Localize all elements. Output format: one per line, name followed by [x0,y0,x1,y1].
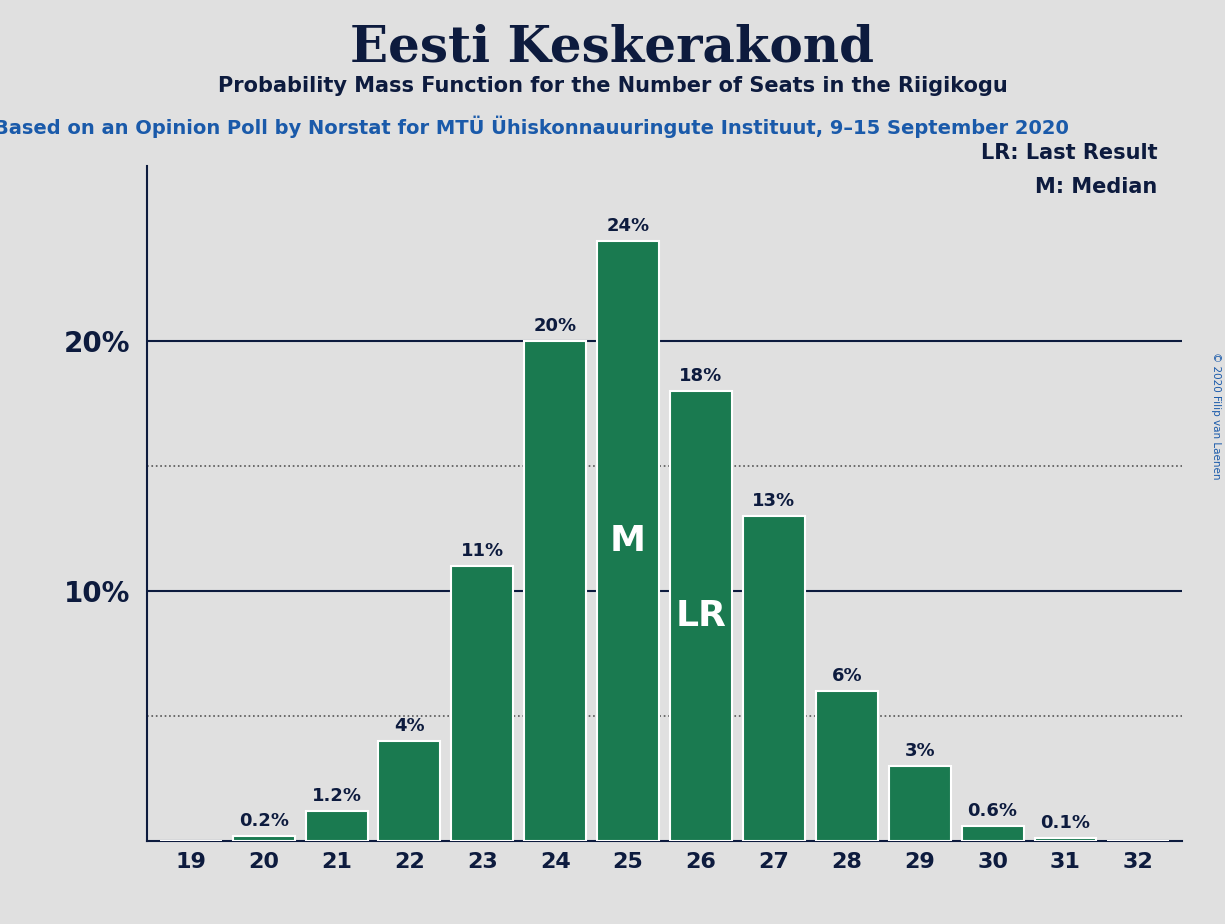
Text: Probability Mass Function for the Number of Seats in the Riigikogu: Probability Mass Function for the Number… [218,76,1007,96]
Text: 0.1%: 0.1% [1040,814,1090,833]
Text: M: M [610,524,646,558]
Bar [305,811,367,841]
Text: 13%: 13% [752,492,795,510]
Bar [962,826,1024,841]
Bar [670,391,733,841]
Text: LR: Last Result: LR: Last Result [981,143,1158,164]
Bar [742,517,805,841]
Bar [524,341,587,841]
Text: 0.2%: 0.2% [239,811,289,830]
Text: 18%: 18% [680,367,723,385]
Text: Based on an Opinion Poll by Norstat for MTÜ Ühiskonnauuringute Instituut, 9–15 S: Based on an Opinion Poll by Norstat for … [0,116,1068,138]
Bar [1034,838,1096,841]
Text: 0.6%: 0.6% [968,802,1018,820]
Text: 20%: 20% [534,317,577,335]
Text: Eesti Keskerakond: Eesti Keskerakond [350,23,875,72]
Text: © 2020 Filip van Laenen: © 2020 Filip van Laenen [1212,352,1221,480]
Bar [451,566,513,841]
Text: 6%: 6% [832,667,862,685]
Bar [597,241,659,841]
Text: LR: LR [675,599,726,633]
Text: 11%: 11% [461,541,503,560]
Bar [379,741,441,841]
Text: 1.2%: 1.2% [311,786,361,805]
Text: 24%: 24% [606,217,649,235]
Text: 4%: 4% [394,717,425,735]
Bar [233,836,295,841]
Text: 3%: 3% [904,742,935,760]
Bar [816,691,878,841]
Text: M: Median: M: Median [1035,177,1158,198]
Bar [888,766,951,841]
